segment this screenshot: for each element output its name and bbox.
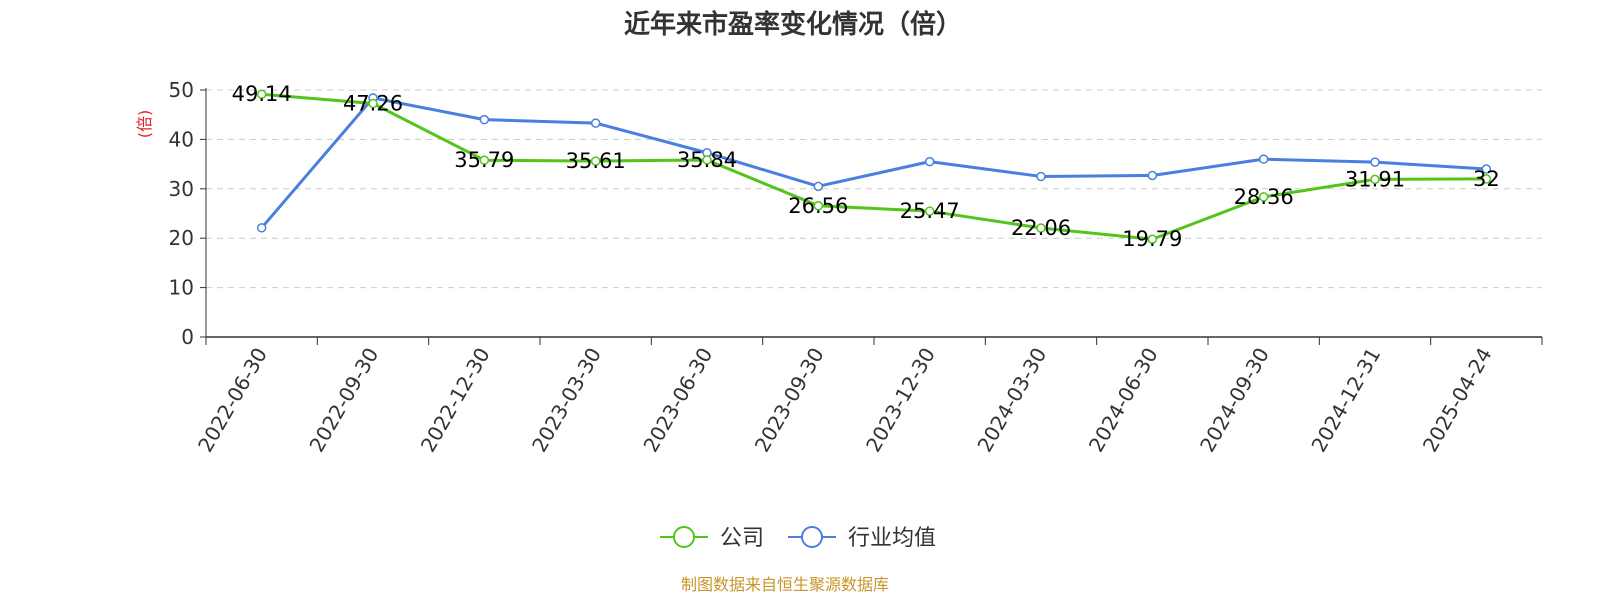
data-point[interactable] — [479, 155, 490, 165]
series-line-0 — [261, 92, 1487, 241]
x-tick-label: 2023-09-30 — [750, 344, 829, 457]
data-point[interactable] — [813, 181, 824, 192]
data-label: 25.47 — [900, 199, 960, 223]
data-label: 26.56 — [788, 194, 848, 218]
data-label: 35.61 — [566, 149, 626, 173]
source-note: 制图数据来自恒生聚源数据库 — [681, 575, 889, 594]
x-tick-label: 2022-09-30 — [304, 344, 383, 457]
data-label: 28.36 — [1234, 185, 1294, 209]
data-point[interactable] — [1147, 234, 1158, 244]
x-tick-label: 2022-06-30 — [193, 344, 272, 457]
data-point[interactable] — [924, 156, 935, 167]
x-tick-label: 2024-06-30 — [1084, 344, 1163, 457]
series-lines — [256, 89, 1492, 244]
y-tick-label: 0 — [181, 325, 194, 349]
legend-marker — [801, 526, 823, 548]
chart-title: 近年来市盈率变化情况（倍） — [624, 9, 962, 40]
series-line-1 — [260, 96, 1487, 229]
data-label: 19.79 — [1122, 227, 1182, 251]
data-label: 31.91 — [1345, 167, 1405, 191]
data-point[interactable] — [1147, 170, 1158, 181]
axes: 0 10 20 30 40 50 2022-06-30 2022-09-30 2022-12-3… — [169, 78, 1543, 457]
x-tick-label: 2025-04-24 — [1418, 344, 1497, 457]
data-point[interactable] — [924, 206, 935, 216]
data-label: 22.06 — [1011, 216, 1071, 240]
data-label: 35.79 — [454, 148, 514, 172]
y-tick-label: 10 — [169, 276, 194, 300]
legend-label: 行业均值 — [848, 526, 936, 551]
y-tick-label: 30 — [169, 177, 194, 201]
y-tick-label: 50 — [169, 78, 194, 102]
x-tick-label: 2023-03-30 — [527, 344, 606, 457]
legend-item-1[interactable]: 行业均值 — [788, 526, 936, 551]
data-labels: 49.14 47.26 35.79 35.61 35.84 26.56 25.47 22.06… — [232, 82, 1500, 251]
data-point[interactable] — [1481, 164, 1492, 174]
data-point[interactable] — [590, 118, 601, 128]
data-label: 32 — [1473, 167, 1500, 191]
legend[interactable]: 公司 行业均值 — [660, 526, 936, 551]
data-point[interactable] — [1481, 174, 1492, 184]
data-point[interactable] — [256, 223, 267, 233]
data-point[interactable] — [1370, 157, 1380, 167]
data-point[interactable] — [1370, 174, 1380, 185]
data-point[interactable] — [256, 89, 267, 99]
data-point[interactable] — [479, 114, 490, 125]
data-point[interactable] — [1036, 171, 1046, 182]
x-tick-label: 2023-06-30 — [638, 344, 717, 457]
x-tick-label: 2023-12-30 — [861, 344, 940, 457]
x-tick-label: 2024-12-31 — [1306, 344, 1385, 457]
data-point[interactable] — [702, 155, 712, 165]
data-label: 49.14 — [232, 82, 292, 106]
data-point[interactable] — [368, 98, 378, 109]
legend-label: 公司 — [720, 526, 764, 551]
x-tick-label: 2024-09-30 — [1195, 344, 1274, 457]
data-label: 47.26 — [343, 92, 403, 116]
y-axis-label: (倍) — [135, 110, 154, 139]
data-point[interactable] — [1258, 154, 1269, 164]
y-tick-label: 20 — [169, 226, 194, 250]
x-tick-label: 2022-12-30 — [416, 344, 495, 457]
data-label: 35.84 — [677, 148, 737, 172]
x-tick-label: 2024-03-30 — [972, 344, 1051, 457]
y-tick-label: 40 — [169, 127, 194, 151]
data-point[interactable] — [590, 156, 601, 166]
legend-marker — [673, 526, 695, 548]
data-point[interactable] — [1258, 192, 1269, 202]
legend-item-0[interactable]: 公司 — [660, 526, 764, 551]
data-point[interactable] — [1036, 223, 1046, 233]
data-point[interactable] — [813, 201, 824, 211]
